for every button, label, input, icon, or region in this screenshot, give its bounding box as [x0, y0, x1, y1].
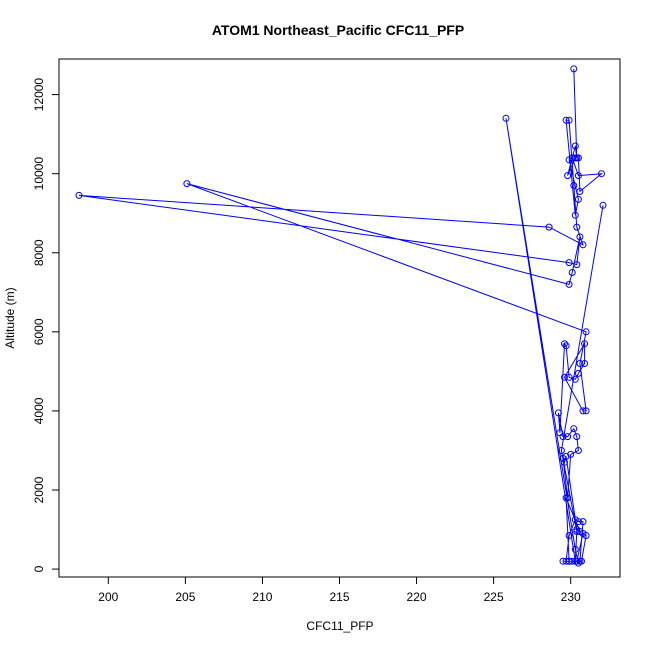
data-point — [565, 532, 573, 539]
y-tick-label: 2000 — [32, 476, 46, 503]
x-tick-label: 210 — [252, 590, 272, 604]
data-point — [565, 373, 573, 381]
data-point — [564, 172, 572, 180]
series-points — [75, 65, 607, 567]
data-point — [579, 241, 587, 249]
data-point — [502, 114, 510, 122]
y-axis-label: Altitude (m) — [3, 287, 17, 348]
data-point — [559, 433, 567, 441]
y-tick-label: 6000 — [32, 318, 46, 345]
y-tick-label: 10000 — [32, 157, 46, 191]
data-point — [582, 532, 590, 539]
data-point — [574, 195, 582, 203]
data-point — [561, 340, 568, 348]
x-tick-label: 205 — [175, 590, 195, 604]
data-point — [579, 518, 587, 526]
data-point — [573, 223, 581, 231]
data-point — [576, 188, 584, 195]
plot-area-frame — [58, 58, 621, 578]
data-point — [576, 360, 584, 367]
data-point — [571, 154, 579, 162]
x-tick-label: 225 — [484, 590, 504, 604]
series-line — [78, 68, 604, 565]
data-point — [562, 452, 570, 460]
data-point — [573, 528, 581, 535]
data-point — [565, 116, 573, 124]
data-point — [579, 407, 587, 415]
data-point — [571, 142, 579, 150]
data-point — [582, 328, 590, 336]
data-point — [571, 545, 579, 553]
y-tick-label: 8000 — [32, 239, 46, 266]
series-path — [78, 68, 604, 565]
x-tick-label: 220 — [407, 590, 427, 604]
data-point — [559, 557, 567, 565]
data-point — [581, 360, 589, 367]
data-point — [581, 340, 589, 348]
data-point — [574, 172, 582, 180]
data-point — [571, 557, 579, 565]
data-point — [573, 261, 581, 269]
data-point — [570, 65, 578, 73]
data-point — [573, 433, 581, 441]
data-point — [598, 170, 605, 178]
data-point — [570, 425, 578, 433]
data-point — [557, 447, 565, 454]
x-tick-label: 200 — [98, 590, 118, 604]
x-tick-label: 230 — [561, 590, 581, 604]
data-point — [571, 375, 579, 383]
data-point — [582, 407, 590, 415]
data-point — [567, 450, 575, 458]
data-point — [599, 201, 607, 209]
x-axis: 200 205 210 215 220 225 230 — [98, 576, 581, 604]
data-point — [562, 494, 570, 502]
data-point — [562, 557, 570, 565]
data-point — [183, 180, 191, 188]
data-point — [576, 233, 584, 241]
data-point — [565, 156, 573, 164]
data-point — [75, 191, 83, 199]
data-point — [571, 211, 579, 219]
data-point — [568, 269, 576, 276]
data-point — [545, 223, 553, 231]
y-axis: 0 2000 4000 6000 8000 10000 12000 — [32, 78, 60, 572]
data-point — [562, 342, 570, 350]
data-point — [574, 518, 582, 526]
data-point — [565, 280, 573, 288]
data-point — [561, 373, 568, 381]
data-point — [570, 182, 578, 189]
data-point — [564, 433, 572, 441]
data-point — [574, 447, 582, 454]
x-tick-label: 215 — [329, 590, 349, 604]
y-tick-label: 4000 — [32, 397, 46, 424]
data-point — [554, 409, 562, 417]
y-tick-label: 12000 — [32, 78, 46, 112]
data-point — [562, 116, 570, 124]
chart-title: ATOM1 Northeast_Pacific CFC11_PFP — [212, 22, 464, 38]
x-axis-label: CFC11_PFP — [306, 619, 373, 633]
data-point — [565, 259, 573, 267]
data-point — [574, 369, 582, 377]
y-tick-label: 0 — [32, 565, 46, 572]
